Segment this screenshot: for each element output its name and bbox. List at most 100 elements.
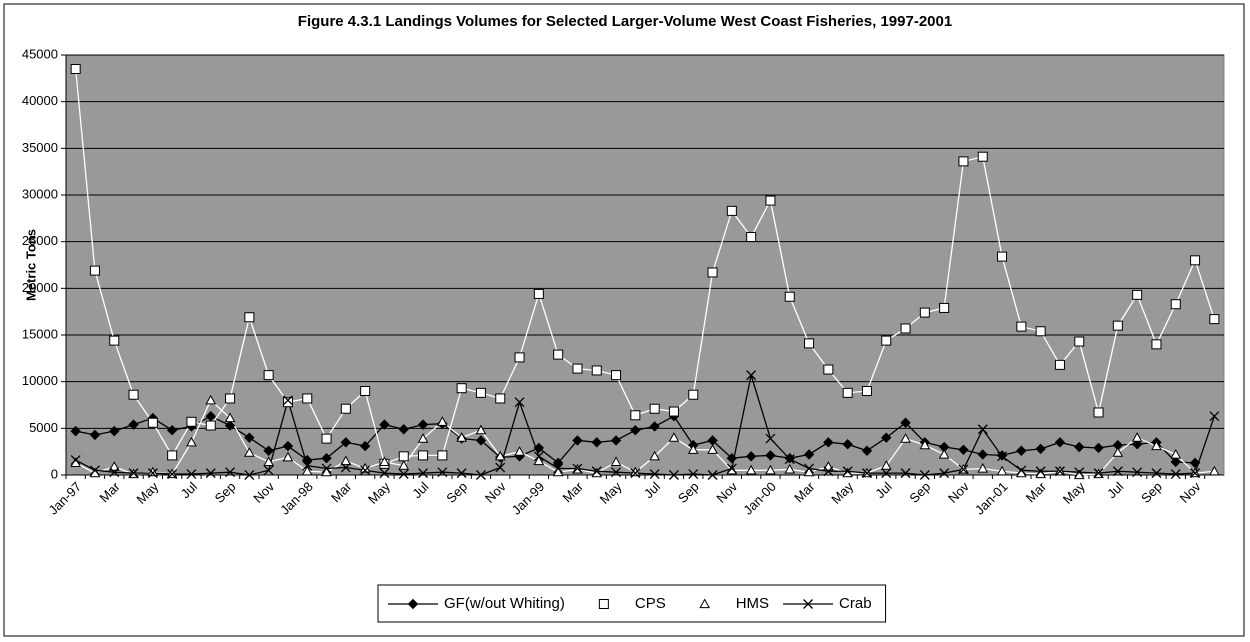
data-point: [437, 467, 448, 478]
data-point: [861, 445, 873, 456]
data-point: [1016, 321, 1027, 332]
y-tick-label: 20000: [22, 280, 58, 295]
data-point: [804, 338, 815, 349]
data-point: [997, 251, 1008, 262]
data-point: [1209, 465, 1220, 476]
data-point: [803, 466, 815, 477]
data-point: [746, 232, 757, 242]
data-point: [340, 455, 352, 466]
data-point: [205, 394, 217, 405]
data-point: [398, 451, 409, 462]
data-point: [418, 468, 429, 479]
data-point: [128, 389, 139, 400]
data-point: [996, 465, 1008, 476]
legend: GF(w/out Whiting) CPS HMS Crab: [377, 584, 887, 623]
legend-marker: [803, 599, 814, 609]
data-point: [977, 462, 989, 473]
data-point: [533, 451, 544, 462]
chart-title: Figure 4.3.1 Landings Volumes for Select…: [298, 13, 952, 30]
data-point: [900, 468, 911, 479]
data-point: [1035, 326, 1046, 337]
data-point: [321, 433, 332, 444]
data-point: [1074, 441, 1085, 453]
data-point: [707, 470, 718, 480]
data-point: [282, 397, 293, 408]
data-point: [765, 433, 776, 444]
data-point: [630, 468, 641, 479]
data-point: [803, 449, 815, 460]
data-point: [224, 412, 236, 423]
data-point: [1035, 466, 1046, 477]
data-point: [919, 307, 930, 318]
data-point: [321, 452, 332, 464]
data-point: [340, 403, 351, 414]
data-point: [572, 463, 583, 474]
data-point: [1151, 339, 1162, 350]
data-point: [687, 444, 699, 454]
data-point: [977, 449, 988, 460]
data-point: [1093, 407, 1104, 418]
data-point: [321, 463, 332, 474]
data-point: [649, 469, 660, 480]
data-point: [591, 437, 602, 448]
data-point: [572, 435, 583, 446]
data-point: [591, 466, 602, 477]
data-point: [263, 445, 274, 456]
data-point: [1132, 467, 1143, 478]
data-point: [533, 442, 545, 454]
data-point: [726, 205, 737, 216]
data-point: [282, 440, 294, 452]
legend-text: CPS: [635, 595, 666, 612]
data-point: [880, 460, 892, 470]
data-point: [495, 393, 506, 404]
data-point: [437, 416, 448, 426]
data-point: [379, 456, 390, 467]
data-point: [205, 468, 216, 479]
data-point: [244, 432, 255, 443]
data-point: [340, 462, 351, 473]
data-point: [1035, 443, 1046, 455]
data-point: [939, 468, 950, 479]
legend-text: Crab: [839, 595, 872, 612]
data-point: [379, 468, 390, 479]
data-point: [437, 450, 448, 461]
data-point: [707, 444, 718, 454]
data-point: [861, 468, 872, 479]
data-point: [649, 403, 660, 414]
data-point: [668, 470, 679, 480]
data-point: [823, 364, 834, 375]
y-tick-label: 0: [51, 466, 58, 481]
data-point: [263, 456, 274, 467]
data-point: [186, 436, 197, 447]
data-point: [108, 461, 120, 471]
data-point: [784, 454, 795, 465]
data-point: [70, 455, 81, 466]
data-point: [726, 463, 737, 474]
data-point: [166, 424, 178, 436]
data-point: [958, 444, 969, 456]
data-point: [302, 393, 313, 404]
data-point: [1151, 468, 1162, 479]
data-point: [610, 456, 622, 467]
data-point: [475, 470, 486, 480]
data-point: [70, 425, 81, 437]
data-point: [340, 437, 352, 448]
y-tick-label: 35000: [22, 140, 58, 155]
data-point: [1112, 466, 1123, 477]
data-point: [1132, 289, 1143, 300]
data-point: [89, 465, 100, 476]
data-point: [553, 463, 564, 474]
data-point: [611, 467, 622, 478]
data-point: [1190, 468, 1201, 479]
data-point: [224, 420, 236, 431]
data-point: [900, 417, 911, 428]
data-point: [842, 438, 853, 450]
data-point: [688, 389, 699, 400]
data-point: [205, 420, 216, 431]
plot-area: [65, 54, 1225, 476]
y-tick-label: 5000: [29, 420, 58, 435]
data-point: [784, 463, 796, 474]
data-point: [109, 425, 120, 437]
data-point: [147, 417, 158, 428]
data-point: [765, 450, 776, 461]
